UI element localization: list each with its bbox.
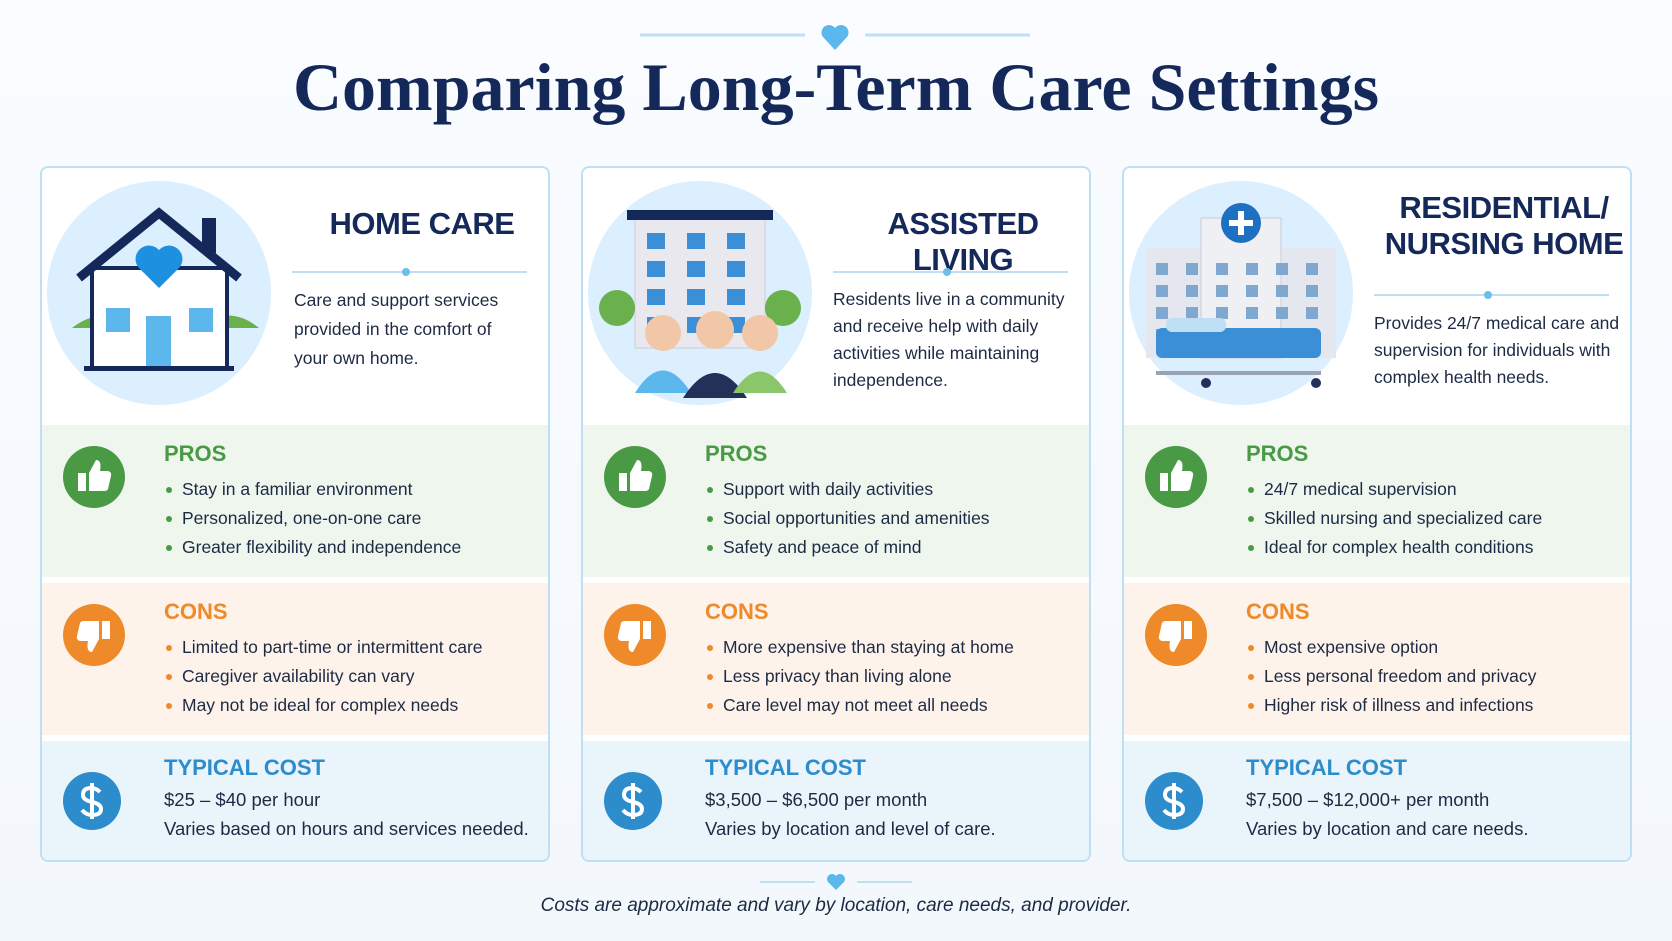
pros-item: Support with daily activities — [705, 475, 990, 504]
care-card: RESIDENTIAL/ NURSING HOME Provides 24/7 m… — [1122, 166, 1632, 862]
pros-icon — [1145, 446, 1207, 508]
pros-list: Support with daily activities Social oppo… — [705, 475, 990, 562]
illustration — [585, 178, 817, 415]
cons-item: Less personal freedom and privacy — [1246, 662, 1536, 691]
cons-icon — [63, 604, 125, 666]
cost-heading: TYPICAL COST — [705, 755, 866, 780]
cost-icon-wrap — [603, 771, 663, 836]
cons-item: Limited to part-time or intermittent car… — [164, 633, 483, 662]
pros-icon — [604, 446, 666, 508]
card-header: HOME CARE Care and support services provi… — [42, 168, 548, 423]
cost-icon — [604, 772, 662, 830]
cons-list: More expensive than staying at home Less … — [705, 633, 1014, 720]
cost-icon — [1145, 772, 1203, 830]
pros-icon-wrap — [62, 445, 126, 514]
pros-heading: PROS — [705, 441, 768, 466]
pros-item: Ideal for complex health conditions — [1246, 533, 1542, 562]
divider — [292, 268, 527, 276]
pros-list: Stay in a familiar environment Personaliz… — [164, 475, 461, 562]
cost-section: TYPICAL COST $7,500 – $12,000+ per month V… — [1124, 741, 1630, 860]
pros-item: Personalized, one-on-one care — [164, 504, 461, 533]
illustration-art — [1129, 181, 1353, 405]
cons-item: More expensive than staying at home — [705, 633, 1014, 662]
cost-heading: TYPICAL COST — [1246, 755, 1407, 780]
footer-note: Costs are approximate and vary by locati… — [540, 895, 1132, 916]
cons-icon-wrap — [1144, 603, 1208, 672]
card-description: Residents live in a community and receiv… — [833, 289, 1065, 390]
cost-icon — [63, 772, 121, 830]
divider-dot — [1484, 291, 1492, 299]
divider-dot — [943, 268, 951, 276]
cons-heading: CONS — [1246, 599, 1310, 624]
cost-note: Varies by location and level of care. — [705, 818, 996, 839]
illustration-art — [47, 181, 271, 405]
title: Comparing Long-Term Care Settings — [292, 49, 1380, 125]
pros-icon-wrap — [1144, 445, 1208, 514]
cons-item: Caregiver availability can vary — [164, 662, 483, 691]
divider-dot — [402, 268, 410, 276]
cons-item: Less privacy than living alone — [705, 662, 1014, 691]
cons-icon-wrap — [603, 603, 667, 672]
pros-section: PROS Stay in a familiar environment Person… — [42, 425, 548, 577]
care-card: HOME CARE Care and support services provi… — [40, 166, 550, 862]
illustration-art — [588, 181, 812, 405]
card-header: RESIDENTIAL/ NURSING HOME Provides 24/7 m… — [1124, 168, 1630, 423]
card-title: ASSISTED LIVING — [887, 206, 1039, 277]
pros-icon-wrap — [603, 445, 667, 514]
divider — [1374, 291, 1609, 299]
cons-item: Higher risk of illness and infections — [1246, 691, 1536, 720]
cons-section: CONS Most expensive option Less personal f… — [1124, 583, 1630, 735]
pros-section: PROS 24/7 medical supervision Skilled nurs… — [1124, 425, 1630, 577]
pros-item: Social opportunities and amenities — [705, 504, 990, 533]
cons-icon — [1145, 604, 1207, 666]
cost-note: Varies based on hours and services neede… — [164, 818, 529, 839]
cost-icon-wrap — [1144, 771, 1204, 836]
cons-list: Most expensive option Less personal freed… — [1246, 633, 1536, 720]
card-title: RESIDENTIAL/ NURSING HOME — [1384, 190, 1624, 261]
card-header: ASSISTED LIVING Residents live in a commu… — [583, 168, 1089, 423]
pros-section: PROS Support with daily activities Social … — [583, 425, 1089, 577]
pros-item: Skilled nursing and specialized care — [1246, 504, 1542, 533]
cons-item: Most expensive option — [1246, 633, 1536, 662]
illustration — [44, 178, 276, 415]
cons-section: CONS More expensive than staying at home L… — [583, 583, 1089, 735]
divider — [833, 268, 1068, 276]
card-title: HOME CARE — [329, 206, 515, 241]
cost-section: TYPICAL COST $25 – $40 per hour Varies bas… — [42, 741, 548, 860]
cons-item: Care level may not meet all needs — [705, 691, 1014, 720]
cons-item: May not be ideal for complex needs — [164, 691, 483, 720]
pros-item: Greater flexibility and independence — [164, 533, 461, 562]
cost-range: $7,500 – $12,000+ per month — [1246, 789, 1490, 810]
cons-heading: CONS — [705, 599, 769, 624]
pros-item: 24/7 medical supervision — [1246, 475, 1542, 504]
cost-icon-wrap — [62, 771, 122, 836]
pros-item: Stay in a familiar environment — [164, 475, 461, 504]
pros-item: Safety and peace of mind — [705, 533, 990, 562]
cost-note: Varies by location and care needs. — [1246, 818, 1529, 839]
cons-list: Limited to part-time or intermittent car… — [164, 633, 483, 720]
cost-heading: TYPICAL COST — [164, 755, 325, 780]
card-description: Care and support services provided in th… — [294, 290, 499, 368]
cons-section: CONS Limited to part-time or intermittent… — [42, 583, 548, 735]
cost-range: $25 – $40 per hour — [164, 789, 321, 810]
card-description: Provides 24/7 medical care and supervisi… — [1374, 313, 1620, 387]
pros-heading: PROS — [1246, 441, 1309, 466]
cons-icon-wrap — [62, 603, 126, 672]
cost-range: $3,500 – $6,500 per month — [705, 789, 928, 810]
illustration — [1126, 178, 1358, 415]
cons-icon — [604, 604, 666, 666]
pros-list: 24/7 medical supervision Skilled nursing … — [1246, 475, 1542, 562]
cons-heading: CONS — [164, 599, 228, 624]
care-card: ASSISTED LIVING Residents live in a commu… — [581, 166, 1091, 862]
pros-icon — [63, 446, 125, 508]
cost-section: TYPICAL COST $3,500 – $6,500 per month Var… — [583, 741, 1089, 860]
pros-heading: PROS — [164, 441, 227, 466]
